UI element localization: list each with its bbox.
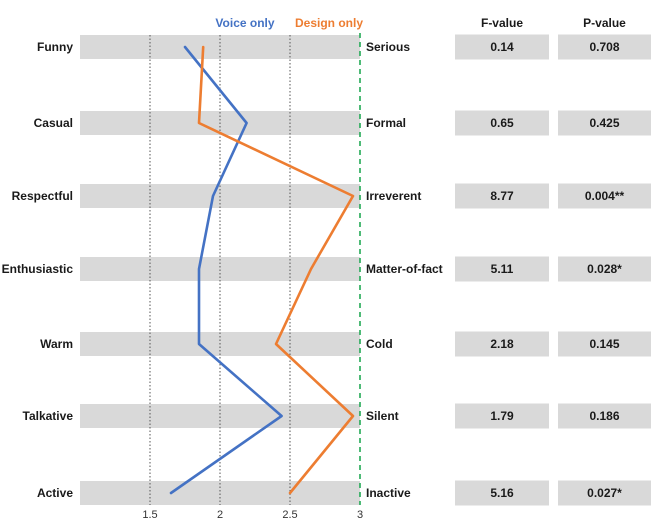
right-label: Irreverent xyxy=(366,189,421,203)
right-label: Formal xyxy=(366,116,406,130)
right-label: Silent xyxy=(366,409,399,423)
left-label: Talkative xyxy=(23,409,74,423)
series-line-1 xyxy=(197,45,355,495)
left-label: Enthusiastic xyxy=(2,262,74,276)
p-cell xyxy=(558,403,651,429)
p-cell xyxy=(558,331,651,357)
left-label: Respectful xyxy=(12,189,73,203)
legend-label: Design only xyxy=(295,16,363,30)
p-cell xyxy=(558,256,651,282)
f-value: 8.77 xyxy=(490,189,514,203)
p-cell xyxy=(558,480,651,506)
p-value: 0.425 xyxy=(589,116,619,130)
x-tick-label: 2.5 xyxy=(282,509,297,521)
f-cell xyxy=(455,403,549,429)
p-value: 0.004** xyxy=(585,189,625,203)
series-line-0 xyxy=(169,45,283,495)
f-value: 5.11 xyxy=(491,262,514,276)
x-tick-label: 2 xyxy=(217,509,223,521)
f-cell xyxy=(455,110,549,136)
left-label: Funny xyxy=(37,40,73,54)
left-label: Casual xyxy=(34,116,73,130)
x-tick-label: 3 xyxy=(357,509,363,521)
f-value: 5.16 xyxy=(490,486,514,500)
p-cell xyxy=(558,110,651,136)
f-value: 1.79 xyxy=(490,409,514,423)
f-value: 0.14 xyxy=(490,40,514,54)
table-header-p: P-value xyxy=(583,16,626,30)
p-cell xyxy=(558,34,651,60)
p-value: 0.028* xyxy=(587,262,622,276)
p-value: 0.186 xyxy=(589,409,619,423)
legend-label: Voice only xyxy=(215,16,274,30)
table-header-f: F-value xyxy=(481,16,523,30)
f-value: 2.18 xyxy=(490,337,514,351)
f-cell xyxy=(455,34,549,60)
right-label: Cold xyxy=(366,337,393,351)
f-cell xyxy=(455,256,549,282)
f-value: 0.65 xyxy=(490,116,514,130)
p-value: 0.145 xyxy=(589,337,619,351)
p-value: 0.027* xyxy=(587,486,622,500)
p-cell xyxy=(558,183,651,209)
p-value: 0.708 xyxy=(589,40,619,54)
left-label: Warm xyxy=(40,337,73,351)
right-label: Inactive xyxy=(366,486,411,500)
right-label: Matter-of-fact xyxy=(366,262,443,276)
f-cell xyxy=(455,331,549,357)
x-tick-label: 1.5 xyxy=(142,509,157,521)
f-cell xyxy=(455,480,549,506)
left-label: Active xyxy=(37,486,73,500)
right-label: Serious xyxy=(366,40,410,54)
f-cell xyxy=(455,183,549,209)
